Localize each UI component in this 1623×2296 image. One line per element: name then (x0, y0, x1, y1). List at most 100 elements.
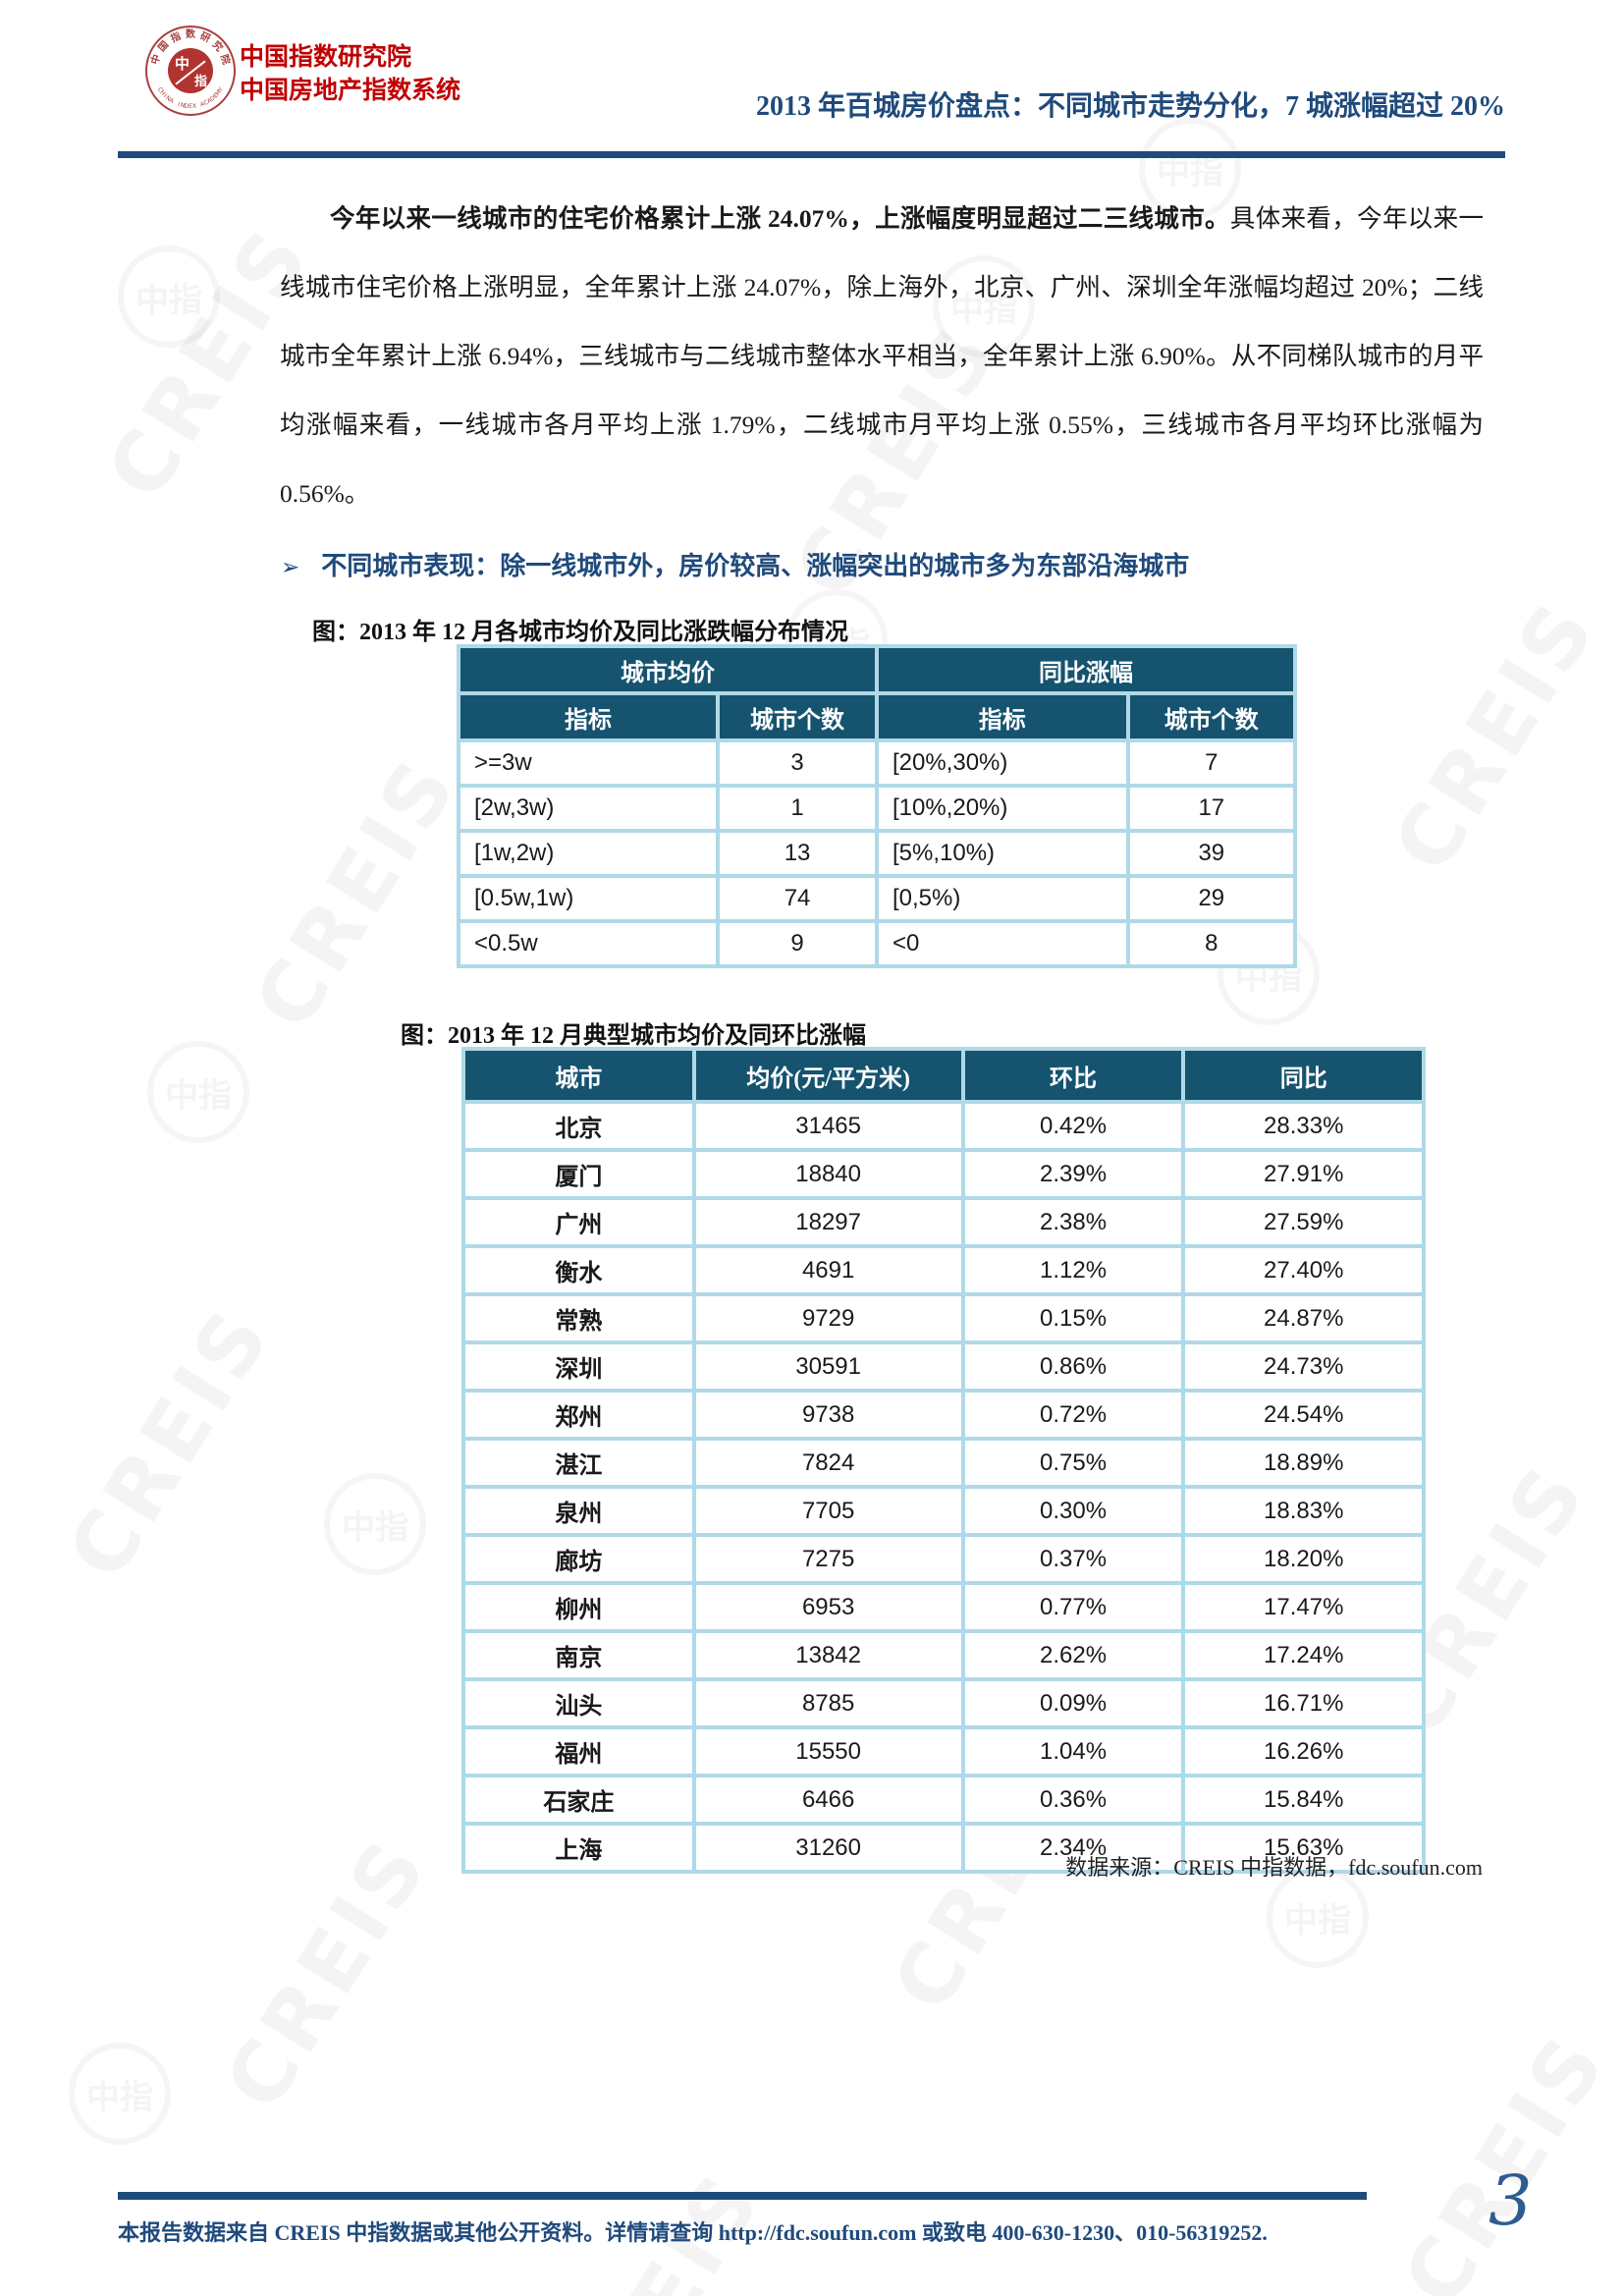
logo-ring-char: 数 (186, 29, 195, 40)
org-name-line1: 中国指数研究院 (240, 43, 412, 71)
table-row: 湛江 7824 0.75% 18.89% (461, 1437, 1426, 1489)
header-divider (118, 151, 1505, 158)
indicator-cell: [1w,2w) (456, 829, 721, 878)
table-row: 泉州 7705 0.30% 18.83% (461, 1485, 1426, 1537)
city-cell: 汕头 (461, 1677, 696, 1729)
org-name: 中国指数研究院 中国房地产指数系统 (240, 40, 460, 107)
mom-change-cell: 0.15% (960, 1292, 1186, 1344)
table1-group-header-price: 城市均价 (457, 644, 879, 695)
price-distribution-table: 城市均价 同比涨幅 指标 城市个数 指标 城市个数 >=3w 3 [20%,30%)… (456, 644, 1298, 968)
city-count-cell: 17 (1125, 784, 1298, 833)
data-source-note: 数据来源：CREIS 中指数据，fdc.soufun.com (1065, 1855, 1483, 1880)
org-logo-seal-icon: 中 指 (168, 48, 213, 93)
city-cell: 上海 (461, 1822, 696, 1874)
table-row: 南京 13842 2.62% 17.24% (461, 1629, 1426, 1681)
avg-price-cell: 7824 (691, 1437, 965, 1489)
mom-change-cell: 2.39% (960, 1148, 1186, 1200)
city-count-cell: 29 (1125, 874, 1298, 923)
avg-price-cell: 18297 (691, 1196, 965, 1248)
city-cell: 广州 (461, 1196, 696, 1248)
mom-change-cell: 0.30% (960, 1485, 1186, 1537)
avg-price-cell: 31260 (691, 1822, 965, 1874)
table1-col-indicator1: 指标 (456, 691, 721, 742)
mom-change-cell: 2.34% (960, 1822, 1186, 1874)
watermark-logo-icon: 中指 (118, 246, 220, 348)
table-row: [1w,2w) 13 [5%,10%) 39 (456, 829, 1298, 878)
logo-ring-char: E (189, 103, 192, 110)
indicator-cell: [2w,3w) (456, 784, 721, 833)
summary-lead-sentence: 今年以来一线城市的住宅价格累计上涨 24.07%，上涨幅度明显超过二三线城市。 (330, 204, 1230, 233)
table-row: 柳州 6953 0.77% 17.47% (461, 1581, 1426, 1633)
city-cell: 北京 (461, 1100, 696, 1152)
table1-group-header-row: 城市均价 同比涨幅 (457, 644, 1298, 695)
logo-ring-char: 国 (156, 39, 172, 54)
yoy-change-cell: 15.63% (1181, 1822, 1426, 1874)
watermark-logo-icon: 中指 (69, 2043, 171, 2145)
table-row: <0.5w 9 <0 8 (456, 919, 1298, 968)
table-row: 深圳 30591 0.86% 24.73% (461, 1340, 1426, 1393)
yoy-change-cell: 17.47% (1181, 1581, 1426, 1633)
city-count-cell: 1 (716, 784, 879, 833)
table-row: 广州 18297 2.38% 27.59% (461, 1196, 1426, 1248)
avg-price-cell: 15550 (691, 1725, 965, 1777)
city-cell: 泉州 (461, 1485, 696, 1537)
avg-price-cell: 6953 (691, 1581, 965, 1633)
logo-ring-char: 中 (149, 53, 164, 67)
yoy-change-cell: 17.24% (1181, 1629, 1426, 1681)
table1-col-indicator2: 指标 (874, 691, 1130, 742)
avg-price-cell: 9738 (691, 1389, 965, 1441)
logo-ring-char: 究 (209, 39, 225, 54)
yoy-change-cell: 18.20% (1181, 1533, 1426, 1585)
table2-col-yoy: 同比 (1181, 1047, 1426, 1104)
avg-price-cell: 6466 (691, 1774, 965, 1826)
watermark-text: CREIS (49, 1289, 291, 1596)
summary-paragraph: 今年以来一线城市的住宅价格累计上涨 24.07%，上涨幅度明显超过二三线城市。具… (280, 185, 1484, 528)
page-number: 3 (1488, 2160, 1533, 2241)
yoy-change-cell: 24.87% (1181, 1292, 1426, 1344)
mom-change-cell: 0.37% (960, 1533, 1186, 1585)
avg-price-cell: 30591 (691, 1340, 965, 1393)
table2-col-city: 城市 (461, 1047, 696, 1104)
indicator-cell: >=3w (456, 738, 721, 788)
yoy-change-cell: 28.33% (1181, 1100, 1426, 1152)
watermark-text: CREIS (206, 1820, 448, 2126)
table1-subheader-row: 指标 城市个数 指标 城市个数 (456, 691, 1298, 742)
bullet-arrow-icon: ➢ (281, 555, 300, 580)
indicator-cell: [5%,10%) (874, 829, 1130, 878)
avg-price-cell: 7275 (691, 1533, 965, 1585)
city-count-cell: 9 (716, 919, 879, 968)
avg-price-cell: 18840 (691, 1148, 965, 1200)
yoy-change-cell: 15.84% (1181, 1774, 1426, 1826)
avg-price-cell: 4691 (691, 1244, 965, 1296)
logo-ring-char: 研 (198, 30, 212, 45)
yoy-change-cell: 24.73% (1181, 1340, 1426, 1393)
section-heading-text: 不同城市表现：除一线城市外，房价较高、涨幅突出的城市多为东部沿海城市 (321, 552, 1190, 580)
mom-change-cell: 2.38% (960, 1196, 1186, 1248)
table-row: 廊坊 7275 0.37% 18.20% (461, 1533, 1426, 1585)
watermark-logo-icon: 中指 (147, 1041, 249, 1143)
table2-col-price: 均价(元/平方米) (691, 1047, 965, 1104)
table1-col-count2: 城市个数 (1125, 691, 1298, 742)
mom-change-cell: 0.09% (960, 1677, 1186, 1729)
city-count-cell: 8 (1125, 919, 1298, 968)
city-cell: 深圳 (461, 1340, 696, 1393)
typical-cities-table: 城市 均价(元/平方米) 环比 同比 北京 31465 0.42% 28.33% 厦门 1… (461, 1047, 1426, 1874)
yoy-change-cell: 16.26% (1181, 1725, 1426, 1777)
city-count-cell: 74 (716, 874, 879, 923)
city-cell: 郑州 (461, 1389, 696, 1441)
table1-col-count1: 城市个数 (716, 691, 879, 742)
mom-change-cell: 0.77% (960, 1581, 1186, 1633)
indicator-cell: [0,5%) (874, 874, 1130, 923)
avg-price-cell: 7705 (691, 1485, 965, 1537)
table-row: 厦门 18840 2.39% 27.91% (461, 1148, 1426, 1200)
yoy-change-cell: 18.83% (1181, 1485, 1426, 1537)
summary-rest: 具体来看，今年以来一线城市住宅价格上涨明显，全年累计上涨 24.07%，除上海外… (280, 204, 1484, 508)
city-count-cell: 39 (1125, 829, 1298, 878)
watermark-text: CREIS (236, 739, 477, 1046)
table-row: 北京 31465 0.42% 28.33% (461, 1100, 1426, 1152)
footer-text: 本报告数据来自 CREIS 中指数据或其他公开资料。详情请查询 http://f… (118, 2220, 1268, 2245)
watermark-text: CREIS (1375, 582, 1616, 889)
table2-header-row: 城市 均价(元/平方米) 环比 同比 (461, 1047, 1426, 1104)
table-row: 上海 31260 2.34% 15.63% (461, 1822, 1426, 1874)
